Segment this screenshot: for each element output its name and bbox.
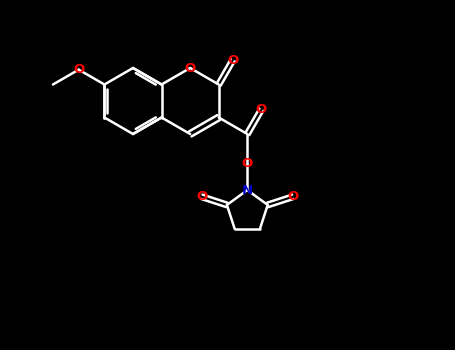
- Text: O: O: [287, 190, 298, 203]
- Text: O: O: [185, 62, 196, 75]
- Text: O: O: [227, 54, 238, 67]
- Text: O: O: [73, 63, 84, 76]
- Text: N: N: [242, 184, 253, 197]
- Text: O: O: [242, 157, 253, 170]
- Text: O: O: [196, 190, 207, 203]
- Text: O: O: [256, 103, 267, 116]
